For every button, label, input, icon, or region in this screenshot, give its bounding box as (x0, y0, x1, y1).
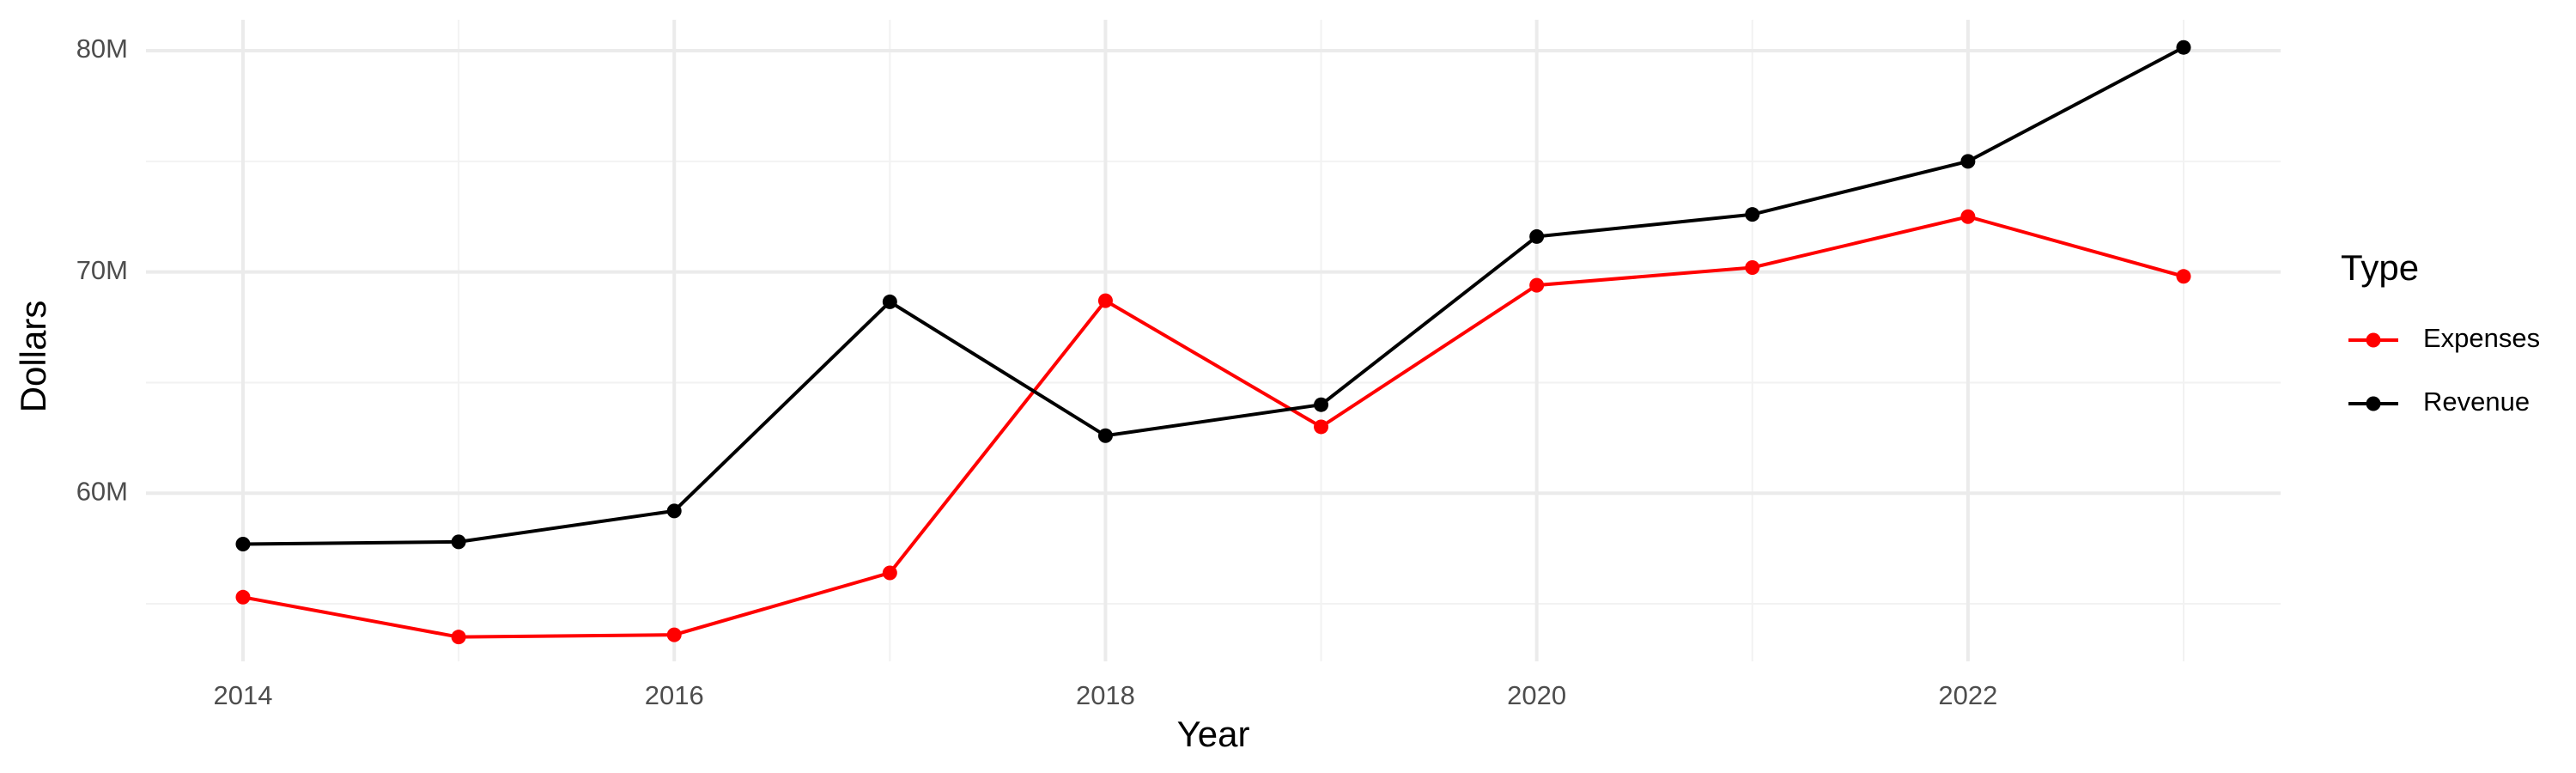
x-tick-label: 2016 (645, 680, 704, 710)
data-point (1314, 397, 1329, 412)
x-axis-title: Year (1177, 714, 1250, 754)
y-tick-label: 60M (76, 476, 128, 506)
y-tick-label: 80M (76, 33, 128, 64)
data-point (1097, 293, 1113, 308)
series-line (242, 215, 2184, 639)
data-point (1097, 428, 1113, 443)
y-axis-title: Dollars (13, 301, 53, 413)
data-point (666, 627, 682, 642)
x-tick-label: 2020 (1507, 680, 1566, 710)
data-point (882, 294, 897, 309)
data-point (2176, 40, 2191, 55)
series-line (242, 46, 2184, 546)
legend-label: Expenses (2423, 323, 2540, 353)
data-point (666, 503, 682, 519)
data-point (1314, 419, 1329, 435)
data-point (235, 536, 251, 551)
legend-title: Type (2341, 247, 2419, 288)
y-tick-label: 70M (76, 255, 128, 285)
legend-label: Revenue (2423, 386, 2530, 417)
data-point (2176, 269, 2191, 284)
x-tick-label: 2014 (214, 680, 273, 710)
data-point (882, 565, 897, 581)
x-tick-label: 2022 (1938, 680, 1997, 710)
data-point (235, 589, 251, 605)
data-point (1960, 209, 1976, 224)
x-tick-label: 2018 (1076, 680, 1135, 710)
data-point (1745, 259, 1760, 275)
data-point (1745, 207, 1760, 222)
data-point (1529, 228, 1545, 244)
data-point (451, 534, 466, 550)
data-point (451, 630, 466, 645)
legend-key-point (2366, 396, 2381, 411)
data-point (1529, 277, 1545, 293)
data-point (1960, 154, 1976, 169)
legend-key-point (2366, 332, 2381, 348)
